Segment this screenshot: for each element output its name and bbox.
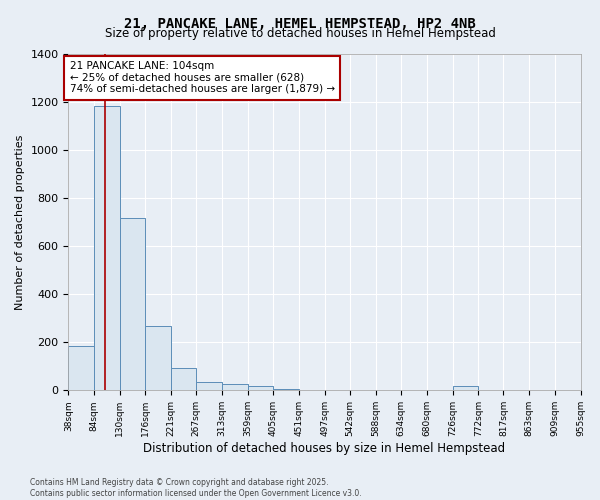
Bar (170, 368, 196, 390)
Bar (120, 218, 145, 390)
Text: 21 PANCAKE LANE: 104sqm
← 25% of detached houses are smaller (628)
74% of semi-d: 21 PANCAKE LANE: 104sqm ← 25% of detache… (70, 61, 335, 94)
Y-axis label: Number of detached properties: Number of detached properties (15, 134, 25, 310)
Bar (452, 386, 478, 390)
Text: 21, PANCAKE LANE, HEMEL HEMPSTEAD, HP2 4NB: 21, PANCAKE LANE, HEMEL HEMPSTEAD, HP2 4… (124, 18, 476, 32)
Bar (248, 386, 274, 390)
Bar (94, 106, 120, 391)
Bar (196, 382, 222, 390)
Bar (68, 346, 94, 391)
Text: Size of property relative to detached houses in Hemel Hempstead: Size of property relative to detached ho… (104, 28, 496, 40)
X-axis label: Distribution of detached houses by size in Hemel Hempstead: Distribution of detached houses by size … (143, 442, 506, 455)
Text: Contains HM Land Registry data © Crown copyright and database right 2025.
Contai: Contains HM Land Registry data © Crown c… (30, 478, 362, 498)
Bar (222, 384, 248, 390)
Bar (145, 326, 170, 390)
Bar (274, 389, 299, 390)
